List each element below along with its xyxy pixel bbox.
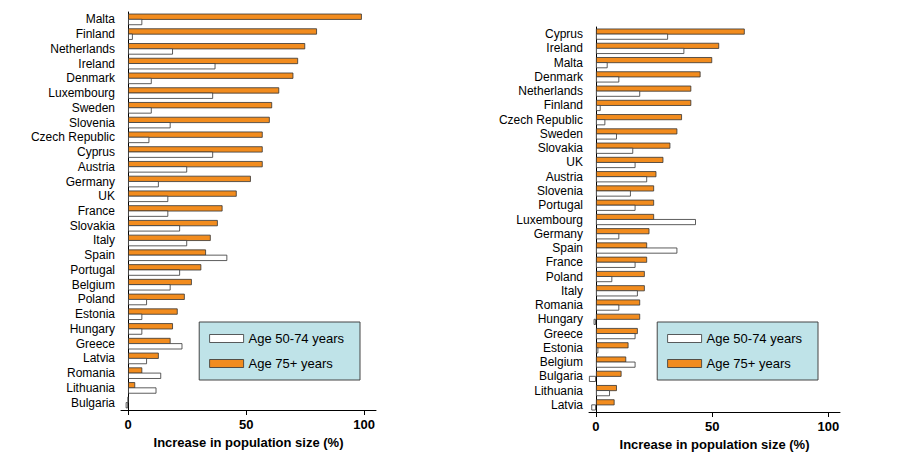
- svg-text:Slovakia: Slovakia: [70, 219, 116, 233]
- svg-text:Portugal: Portugal: [538, 198, 583, 212]
- svg-text:Malta: Malta: [86, 12, 116, 26]
- svg-text:France: France: [546, 255, 584, 269]
- svg-text:Lithuania: Lithuania: [534, 384, 583, 398]
- svg-text:Netherlands: Netherlands: [50, 42, 115, 56]
- svg-text:Latvia: Latvia: [551, 398, 583, 412]
- svg-text:Hungary: Hungary: [70, 322, 115, 336]
- svg-text:Age 50-74 years: Age 50-74 years: [249, 331, 345, 346]
- svg-text:Greece: Greece: [544, 327, 584, 341]
- svg-text:Poland: Poland: [78, 292, 115, 306]
- svg-text:Romania: Romania: [67, 366, 115, 380]
- svg-text:Age 50-74 years: Age 50-74 years: [707, 331, 803, 346]
- svg-text:Slovenia: Slovenia: [69, 116, 115, 130]
- svg-text:Poland: Poland: [546, 270, 583, 284]
- svg-text:Germany: Germany: [534, 227, 583, 241]
- svg-text:Spain: Spain: [84, 248, 115, 262]
- svg-text:Increase in population size (%: Increase in population size (%): [620, 437, 810, 452]
- svg-text:Bulgaria: Bulgaria: [539, 369, 583, 383]
- svg-text:Ireland: Ireland: [546, 41, 583, 55]
- svg-text:Age 75+ years: Age 75+ years: [707, 356, 792, 371]
- svg-text:Cyprus: Cyprus: [545, 27, 583, 41]
- svg-text:Italy: Italy: [93, 233, 115, 247]
- svg-text:Lithuania: Lithuania: [66, 381, 115, 395]
- svg-text:0: 0: [124, 417, 131, 432]
- svg-text:Slovenia: Slovenia: [537, 184, 583, 198]
- svg-text:50: 50: [239, 417, 253, 432]
- svg-text:0: 0: [592, 419, 599, 434]
- svg-text:Denmark: Denmark: [534, 70, 584, 84]
- svg-text:Increase in population size (%: Increase in population size (%): [154, 435, 344, 450]
- svg-text:50: 50: [705, 419, 719, 434]
- svg-text:Cyprus: Cyprus: [77, 145, 115, 159]
- svg-text:Luxembourg: Luxembourg: [48, 86, 115, 100]
- svg-text:100: 100: [353, 417, 375, 432]
- svg-text:Greece: Greece: [76, 337, 116, 351]
- svg-text:UK: UK: [566, 155, 583, 169]
- svg-text:Portugal: Portugal: [70, 263, 115, 277]
- svg-text:Germany: Germany: [66, 175, 115, 189]
- svg-text:Ireland: Ireland: [78, 57, 115, 71]
- svg-text:Spain: Spain: [552, 241, 583, 255]
- svg-text:Netherlands: Netherlands: [518, 84, 583, 98]
- svg-text:Czech Republic: Czech Republic: [499, 113, 583, 127]
- svg-text:Hungary: Hungary: [538, 312, 583, 326]
- svg-text:Czech Republic: Czech Republic: [31, 130, 115, 144]
- svg-text:Luxembourg: Luxembourg: [516, 213, 583, 227]
- svg-text:Italy: Italy: [561, 284, 583, 298]
- svg-text:Malta: Malta: [554, 56, 584, 70]
- svg-text:Sweden: Sweden: [540, 127, 583, 141]
- svg-text:Estonia: Estonia: [543, 341, 583, 355]
- svg-text:Latvia: Latvia: [83, 351, 115, 365]
- svg-text:Belgium: Belgium: [72, 278, 115, 292]
- svg-text:Austria: Austria: [78, 160, 116, 174]
- svg-text:Sweden: Sweden: [72, 101, 115, 115]
- svg-text:Age 75+ years: Age 75+ years: [249, 356, 334, 371]
- svg-text:100: 100: [818, 419, 840, 434]
- svg-text:Denmark: Denmark: [66, 71, 116, 85]
- svg-text:Romania: Romania: [535, 298, 583, 312]
- svg-text:UK: UK: [98, 189, 115, 203]
- svg-text:Belgium: Belgium: [540, 355, 583, 369]
- svg-text:Slovakia: Slovakia: [538, 141, 584, 155]
- svg-text:Estonia: Estonia: [75, 307, 115, 321]
- svg-text:Bulgaria: Bulgaria: [71, 396, 115, 410]
- svg-text:France: France: [78, 204, 116, 218]
- svg-text:Finland: Finland: [76, 27, 115, 41]
- svg-text:Finland: Finland: [544, 98, 583, 112]
- svg-text:Austria: Austria: [546, 170, 584, 184]
